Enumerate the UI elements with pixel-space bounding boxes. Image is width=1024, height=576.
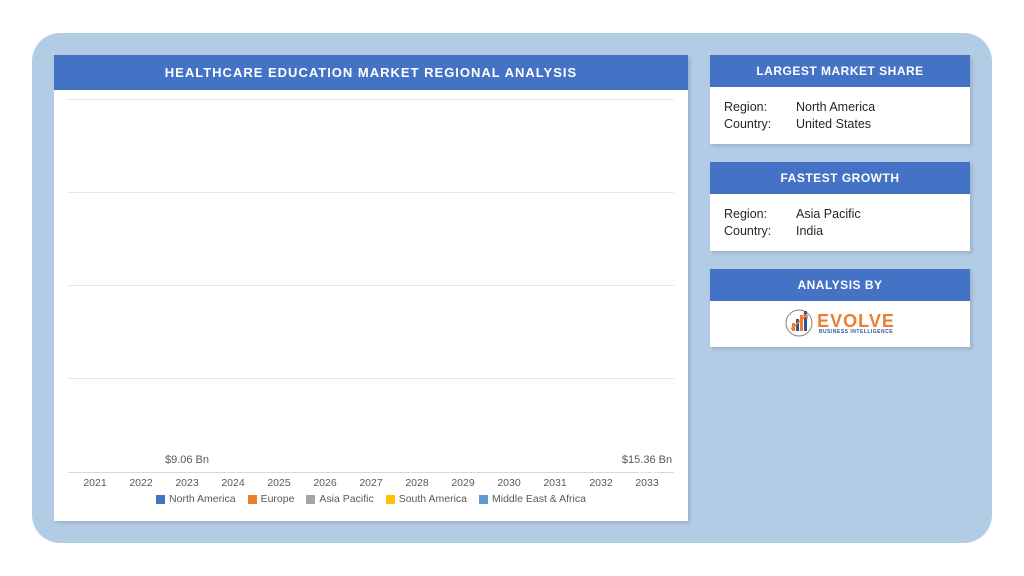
panel-title: FASTEST GROWTH: [710, 162, 970, 194]
x-tick: 2021: [82, 477, 108, 489]
panel-row: Country:India: [724, 224, 956, 238]
legend-swatch: [156, 495, 165, 504]
panel-title: LARGEST MARKET SHARE: [710, 55, 970, 87]
legend-swatch: [479, 495, 488, 504]
x-tick: 2030: [496, 477, 522, 489]
panel-row-value: North America: [796, 100, 875, 114]
side-panel: ANALYSIS BY EVOLVEBUSINESS INTELLIGENCE: [710, 269, 970, 347]
panel-row-value: United States: [796, 117, 871, 131]
legend-item: North America: [156, 493, 236, 505]
panel-row-value: India: [796, 224, 823, 238]
callout-label: $15.36 Bn: [622, 454, 672, 466]
panel-row-label: Country:: [724, 117, 796, 131]
panel-row: Region:Asia Pacific: [724, 207, 956, 221]
side-panel: LARGEST MARKET SHARE Region:North America…: [710, 55, 970, 144]
panel-body: Region:Asia PacificCountry:India: [710, 194, 970, 251]
side-panels: LARGEST MARKET SHARERegion:North America…: [710, 55, 970, 521]
legend-item: Asia Pacific: [306, 493, 373, 505]
segment-percent-label: 23%: [637, 467, 657, 478]
bars-container: $9.06 Bn$15.36 Bn16%23%: [68, 100, 674, 472]
x-tick: 2024: [220, 477, 246, 489]
panel-title: ANALYSIS BY: [710, 269, 970, 301]
panel-row-label: Region:: [724, 207, 796, 221]
panel-body: Region:North AmericaCountry:United State…: [710, 87, 970, 144]
panel-row-value: Asia Pacific: [796, 207, 861, 221]
legend-label: Asia Pacific: [319, 493, 373, 505]
x-tick: 2032: [588, 477, 614, 489]
logo-bars-icon: [785, 309, 813, 337]
legend: North America Europe Asia Pacific South Ame…: [68, 489, 674, 515]
dashboard-container: HEALTHCARE EDUCATION MARKET REGIONAL ANA…: [32, 33, 992, 543]
x-tick: 2033: [634, 477, 660, 489]
logo-sub-text: BUSINESS INTELLIGENCE: [819, 330, 893, 335]
legend-swatch: [386, 495, 395, 504]
legend-swatch: [306, 495, 315, 504]
panel-row-label: Region:: [724, 100, 796, 114]
x-tick: 2025: [266, 477, 292, 489]
x-tick: 2027: [358, 477, 384, 489]
chart-title: HEALTHCARE EDUCATION MARKET REGIONAL ANA…: [54, 55, 688, 90]
legend-label: Middle East & Africa: [492, 493, 586, 505]
panel-row: Region:North America: [724, 100, 956, 114]
x-tick: 2031: [542, 477, 568, 489]
x-axis: 2021 2022 2023 2024 2025 2026 2027 2028 2029 2030…: [68, 473, 674, 489]
legend-label: Europe: [261, 493, 295, 505]
legend-swatch: [248, 495, 257, 504]
evolve-logo: EVOLVEBUSINESS INTELLIGENCE: [785, 309, 895, 337]
legend-label: North America: [169, 493, 236, 505]
x-tick: 2029: [450, 477, 476, 489]
callout-label: $9.06 Bn: [165, 454, 209, 466]
legend-item: South America: [386, 493, 467, 505]
legend-item: Middle East & Africa: [479, 493, 586, 505]
chart-area: $9.06 Bn$15.36 Bn16%23% 2021202220232024…: [54, 90, 688, 521]
x-tick: 2023: [174, 477, 200, 489]
legend-item: Europe: [248, 493, 295, 505]
chart-card: HEALTHCARE EDUCATION MARKET REGIONAL ANA…: [54, 55, 688, 521]
logo-box: EVOLVEBUSINESS INTELLIGENCE: [710, 301, 970, 347]
legend-label: South America: [399, 493, 467, 505]
panel-row-label: Country:: [724, 224, 796, 238]
x-tick: 2026: [312, 477, 338, 489]
chart-plot: $9.06 Bn$15.36 Bn16%23%: [68, 100, 674, 473]
x-tick: 2022: [128, 477, 154, 489]
logo-main-text: EVOLVE: [817, 312, 895, 330]
panel-row: Country:United States: [724, 117, 956, 131]
side-panel: FASTEST GROWTHRegion:Asia PacificCountry…: [710, 162, 970, 251]
x-tick: 2028: [404, 477, 430, 489]
